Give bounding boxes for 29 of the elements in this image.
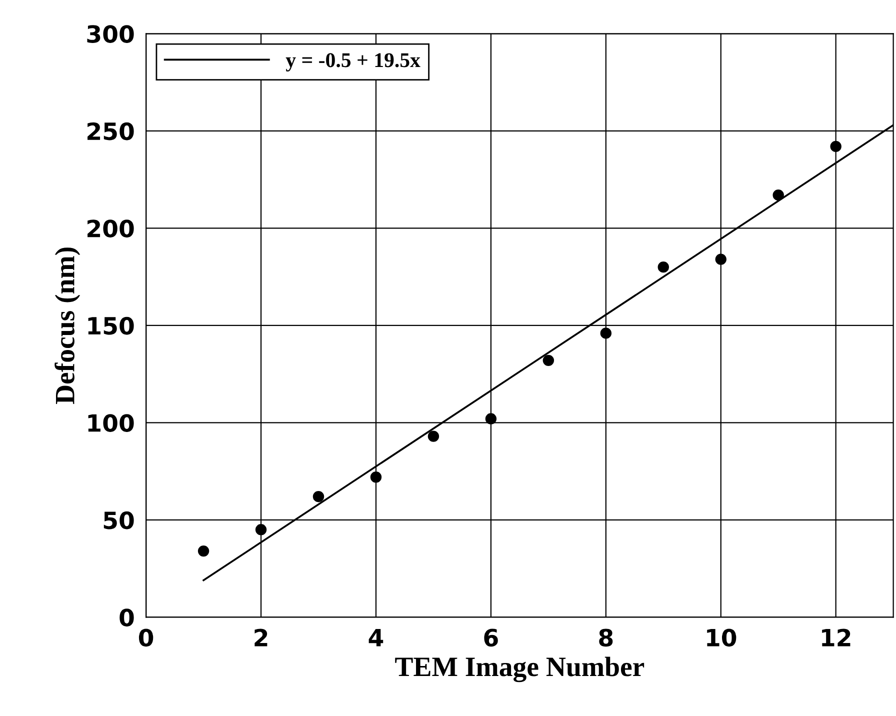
y-tick-label: 50 — [104, 511, 134, 530]
x-tick-label: 12 — [822, 628, 850, 646]
x-tick-label: 8 — [599, 628, 613, 647]
point — [658, 261, 669, 273]
point — [715, 254, 726, 265]
point — [370, 472, 382, 483]
point — [542, 354, 554, 366]
x-tick-label: 2 — [254, 628, 268, 646]
point — [830, 140, 842, 152]
point — [255, 524, 267, 536]
y-tick-label: 100 — [88, 414, 134, 432]
point — [485, 413, 497, 424]
x-tick-label: 4 — [368, 629, 384, 646]
y-tick-label: 0 — [120, 608, 134, 626]
x-tick-label: 0 — [138, 628, 154, 647]
y-tick-label: 300 — [87, 25, 134, 43]
point — [772, 189, 784, 201]
point — [600, 328, 612, 339]
y-tick-label: 250 — [88, 122, 134, 140]
y-axis-title: Defocus (nm) — [54, 248, 80, 404]
x-axis-title: TEM Image Number — [395, 656, 644, 682]
x-tick-label: 6 — [484, 628, 498, 647]
point — [428, 430, 440, 442]
legend-label: y = -0.5 + 19.5x — [286, 53, 420, 72]
point — [198, 545, 210, 557]
y-tick-label: 150 — [88, 316, 134, 335]
x-tick-label: 10 — [707, 628, 736, 647]
y-tick-label: 200 — [88, 220, 134, 238]
point — [312, 490, 324, 502]
